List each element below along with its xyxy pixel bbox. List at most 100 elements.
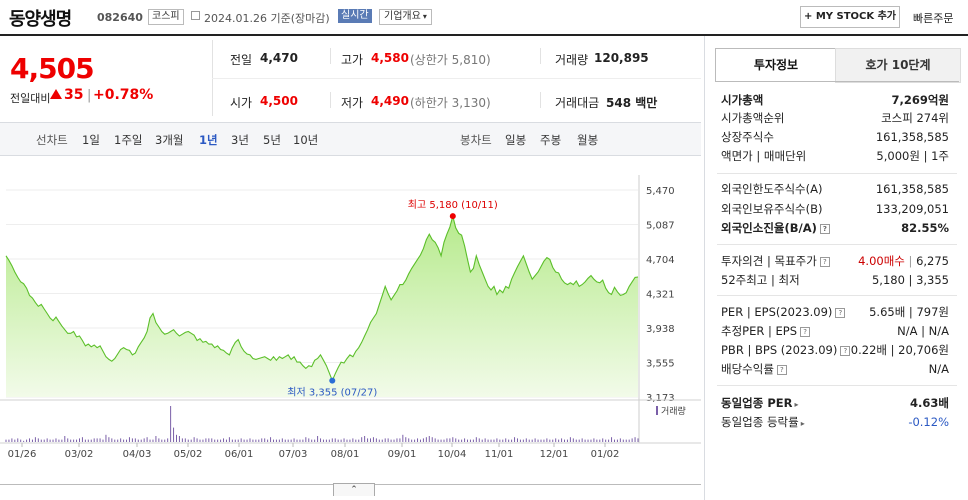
info-value: 5,180 | 3,355 [871,273,949,287]
info-row: 동일업종 등락률 ▸ -0.12% [721,414,949,430]
stock-name: 동양생명 [9,9,72,30]
candle-chart-label: 봉차트 [460,133,492,147]
divider [540,48,541,64]
lower-limit: (하한가 3,130) [410,96,491,110]
tab-monthly[interactable]: 월봉 [577,133,599,147]
tab-10y[interactable]: 10년 [293,133,319,147]
quick-order-link[interactable]: 빠른주문 [913,12,954,25]
y-tick-label: 3,173 [646,393,675,404]
help-icon[interactable]: ? [776,364,787,375]
divider [330,48,331,64]
add-mystock-button[interactable]: + MY STOCK 추가 [800,6,900,28]
calendar-icon [191,11,200,20]
up-triangle-icon [50,89,62,99]
info-value: 133,209,051 [875,202,949,216]
tab-1d[interactable]: 1일 [82,133,100,147]
volume-label: 거래량 [555,53,589,67]
opinion-value: 4.00매수 [858,254,905,268]
help-icon[interactable]: ? [819,223,830,234]
tab-1w[interactable]: 1주일 [114,133,143,147]
open-value: 4,500 [260,94,298,108]
x-tick-label: 04/03 [123,449,152,460]
x-tick-label: 01/26 [8,449,37,460]
x-tick-label: 08/01 [331,449,360,460]
info-label: 배당수익률 [721,362,774,376]
x-tick-label: 07/03 [279,449,308,460]
high-marker [449,213,456,220]
prev-close-label: 전일 [230,53,253,67]
info-label: 추정PER | EPS [721,324,798,338]
info-label: 52주최고 | 최저 [721,273,800,287]
amount-label: 거래대금 [555,96,600,110]
info-row: PER | EPS(2023.09)? 5.65배 | 797원 [721,304,949,320]
current-price: 4,505 [10,52,95,85]
tab-daily[interactable]: 일봉 [505,133,527,147]
divider [717,173,957,174]
info-row: 시가총액순위 코스피 274위 [721,110,949,126]
info-label: 외국인보유주식수(B) [721,202,823,216]
info-value: -0.12% [908,415,949,429]
divider [717,244,957,245]
x-tick-label: 05/02 [174,449,203,460]
volume-value: 120,895 [594,51,649,65]
help-icon[interactable]: ? [819,256,830,267]
help-icon[interactable]: ? [800,326,811,337]
info-label: 동일업종 등락률 [721,415,799,429]
divider [717,385,957,386]
realtime-button[interactable]: 실시간 [338,9,372,23]
x-tick-label: 09/01 [388,449,417,460]
info-row: 추정PER | EPS? N/A | N/A [721,323,949,339]
change-label: 전일대비 [10,92,51,105]
info-label: 시가총액순위 [721,111,785,125]
y-tick-label: 4,321 [646,290,675,301]
divider [212,78,701,79]
info-value: 0.22배 | 20,706원 [850,343,949,357]
info-row: 투자의견 | 목표주가? 4.00매수 | 6,275 [721,254,949,268]
info-value: 82.55% [901,221,949,235]
tab-weekly[interactable]: 주봉 [540,133,562,147]
info-row: 52주최고 | 최저 5,180 | 3,355 [721,272,949,288]
info-row: 동일업종 PER ▸ 4.63배 [721,395,949,411]
tab-1y[interactable]: 1년 [199,133,218,147]
info-row: 외국인소진율(B/A)? 82.55% [721,220,949,236]
tab-3m[interactable]: 3개월 [155,133,184,147]
info-value: 4.63배 [910,396,949,410]
info-value: 코스피 274위 [881,111,949,125]
info-label: 액면가 | 매매단위 [721,149,807,163]
help-icon[interactable]: ? [835,307,846,318]
caret-right-icon: ▸ [800,419,805,428]
divider [330,92,331,108]
info-row: 외국인보유주식수(B) 133,209,051 [721,201,949,217]
amount-value: 548 백만 [606,96,658,110]
info-label: 외국인소진율(B/A) [721,221,817,235]
divider: | [87,88,92,103]
info-value: 161,358,585 [875,182,949,196]
info-label: 외국인한도주식수(A) [721,182,823,196]
info-label: 동일업종 PER [721,396,793,410]
divider [715,81,959,82]
target-price-value: 6,275 [916,254,949,268]
x-tick-label: 01/02 [591,449,620,460]
help-icon[interactable]: ? [840,345,851,356]
company-info-button[interactable]: 기업개요 ▾ [379,9,432,25]
price-chart: 5,470 5,087 4,704 4,321 3,938 3,555 3,173 최고 5,… [0,175,701,460]
y-tick-label: 5,087 [646,221,675,232]
info-value: 5,000원 | 1주 [876,149,949,163]
y-tick-label: 4,704 [646,255,675,266]
tab-5y[interactable]: 5년 [263,133,281,147]
tab-investment-info[interactable]: 투자정보 [715,48,837,82]
chevron-down-icon: ▾ [422,12,427,21]
low-marker [329,377,336,384]
price-change: 35 [50,87,83,103]
collapse-tab[interactable]: ⌃ [333,483,375,496]
info-label: PBR | BPS (2023.09) [721,343,838,357]
tab-3y[interactable]: 3년 [231,133,249,147]
tab-order-book[interactable]: 호가 10단계 [835,48,961,83]
divider [540,92,541,108]
low-annotation: 최저 3,355 (07/27) [287,387,377,399]
info-value: 161,358,585 [875,130,949,144]
period-tab-bar: 선차트 1일 1주일 3개월 1년 3년 5년 10년 봉차트 일봉 주봉 월봉 [0,122,701,156]
low-value: 4,490 [371,94,409,108]
price-area [6,216,638,397]
company-info-label: 기업개요 [384,11,421,22]
